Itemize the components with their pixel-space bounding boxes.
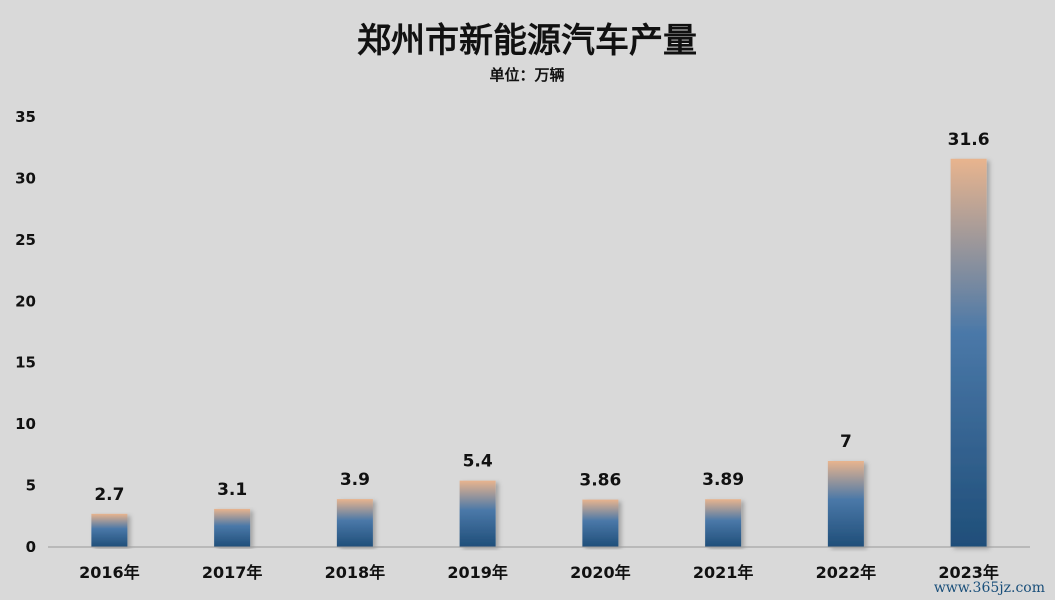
bar [582,499,619,547]
chart-subtitle: 单位：万辆 [489,66,564,84]
y-tick-label: 5 [26,477,36,495]
bar [214,508,251,547]
x-tick-label: 2021年 [693,563,754,582]
bar [705,499,742,547]
y-tick-label: 25 [15,231,36,249]
x-tick-label: 2020年 [570,563,631,582]
bar [336,499,373,547]
y-axis: 0 5 10 15 20 25 30 35 [15,108,36,556]
data-label: 3.9 [340,470,370,490]
data-label: 31.6 [948,130,990,150]
x-tick-label: 2023年 [938,563,999,582]
bar [91,513,128,547]
data-label: 3.1 [217,480,247,500]
watermark: www.365jz.com [934,580,1045,596]
y-tick-label: 20 [15,292,36,310]
y-tick-label: 35 [15,108,36,126]
y-tick-label: 10 [15,415,36,433]
chart-title: 郑州市新能源汽车产量 [357,21,697,61]
data-label: 2.7 [94,485,124,505]
y-tick-label: 15 [15,354,36,372]
data-label: 5.4 [463,452,493,472]
x-tick-label: 2016年 [79,563,140,582]
data-label: 7 [840,432,852,452]
x-tick-label: 2018年 [325,563,386,582]
y-tick-label: 0 [26,538,36,556]
x-tick-label: 2022年 [816,563,877,582]
x-tick-label: 2017年 [202,563,263,582]
bar [459,480,496,547]
data-label: 3.86 [579,471,621,491]
x-axis: 2016年 2017年 2018年 2019年 2020年 2021年 2022年 2023年 [79,563,999,582]
bar [950,158,987,547]
data-label: 3.89 [702,470,744,490]
x-tick-label: 2019年 [447,563,508,582]
bars: 2.7 3.1 3.9 5.4 3.86 3.89 7 31.6 [91,130,990,547]
y-tick-label: 30 [15,169,36,187]
bar [827,461,864,547]
